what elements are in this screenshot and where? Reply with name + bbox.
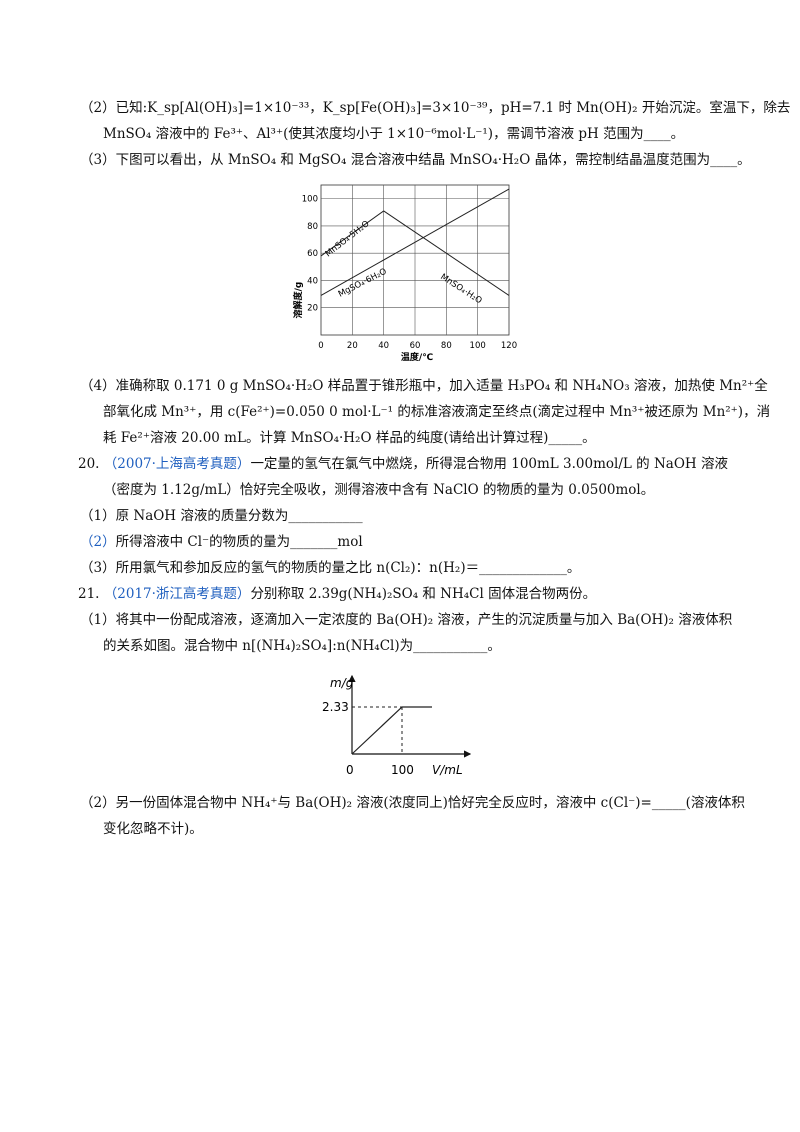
- solubility-xtick: 0: [318, 341, 323, 351]
- q20-sub2: （2）所得溶液中 Cl⁻的物质的量为_______mol: [80, 533, 363, 551]
- solubility-ytick: 20: [307, 304, 318, 314]
- solubility-ytick: 100: [302, 195, 318, 205]
- q4-line3: 耗 Fe²⁺溶液 20.00 mL。计算 MnSO₄·H₂O 样品的纯度(请给出…: [103, 430, 596, 446]
- precipitate-xlabel: V/mL: [432, 763, 463, 777]
- q21-sub2-line1: （2）另一份固体混合物中 NH₄⁺与 Ba(OH)₂ 溶液(浓度同上)恰好完全反…: [80, 795, 745, 811]
- solubility-xtick: 60: [410, 341, 421, 351]
- precipitate-xtick-100: 100: [391, 763, 414, 777]
- solubility-ticks: 20 40 60 80 100 0 20 40 60 80 100 120: [302, 195, 517, 351]
- q21-number: 21.: [78, 586, 100, 602]
- solubility-curves: [320, 188, 510, 296]
- q2-line2: MnSO₄ 溶液中的 Fe³⁺、Al³⁺(使其浓度均小于 1×10⁻⁶mol·L…: [103, 126, 685, 142]
- solubility-xtick: 120: [501, 341, 517, 351]
- solubility-xtick: 80: [441, 341, 452, 351]
- solubility-ytick: 60: [307, 249, 318, 259]
- precipitate-xtick-0: 0: [346, 763, 354, 777]
- precipitate-series: [351, 706, 432, 755]
- q21-sub1-line2: 的关系如图。混合物中 n[(NH₄)₂SO₄]:n(NH₄Cl)为_______…: [103, 638, 501, 654]
- q20-number: 20.: [78, 456, 100, 472]
- q4-line2: 部氧化成 Mn³⁺，用 c(Fe²⁺)=0.050 0 mol·L⁻¹ 的标准溶…: [103, 404, 771, 420]
- precipitate-curve: [351, 706, 432, 755]
- q20-stem: 一定量的氢气在氯气中燃烧，所得混合物用 100mL 3.00mol/L 的 Na…: [250, 456, 728, 472]
- solubility-series-0: [320, 210, 384, 257]
- precipitate-ylabel: m/g: [330, 676, 354, 690]
- curve-label-mnso4-h2o: MnSO₄·H₂O: [438, 272, 483, 306]
- q20-sub1: （1）原 NaOH 溶液的质量分数为___________: [80, 508, 363, 524]
- solubility-ylabel: 溶解度/g: [292, 282, 304, 319]
- q21-source-link[interactable]: （2017·浙江高考真题）: [103, 586, 251, 602]
- solubility-series-2: [320, 188, 510, 296]
- q20-sub2-text: 所得溶液中 Cl⁻的物质的量为_______mol: [115, 534, 363, 550]
- q3-line1: （3）下图可以看出，从 MnSO₄ 和 MgSO₄ 混合溶液中结晶 MnSO₄·…: [80, 152, 751, 168]
- solubility-xtick: 100: [470, 341, 486, 351]
- solubility-xtick: 40: [378, 341, 389, 351]
- q20-line2: （密度为 1.12g/mL）恰好完全吸收，测得溶液中含有 NaClO 的物质的量…: [103, 482, 655, 498]
- q21-line1: 21. （2017·浙江高考真题）分别称取 2.39g(NH₄)₂SO₄ 和 N…: [78, 585, 596, 603]
- precipitate-ytick-2.33: 2.33: [322, 700, 349, 714]
- q21-stem: 分别称取 2.39g(NH₄)₂SO₄ 和 NH₄Cl 固体混合物两份。: [250, 586, 597, 602]
- q20-sub2-number: （2）: [80, 534, 116, 550]
- solubility-ytick: 80: [307, 222, 318, 232]
- q20-source-link[interactable]: （2007·上海高考真题）: [103, 456, 251, 472]
- solubility-xtick: 20: [347, 341, 358, 351]
- q2-line1: （2）已知:K_sp[Al(OH)₃]=1×10⁻³³，K_sp[Fe(OH)₃…: [80, 100, 791, 116]
- q20-line1: 20. （2007·上海高考真题）一定量的氢气在氯气中燃烧，所得混合物用 100…: [78, 455, 728, 473]
- solubility-grid: [320, 184, 510, 336]
- q20-sub3: （3）所用氯气和参加反应的氢气的物质的量之比 n(Cl₂)：n(H₂)＝____…: [80, 560, 581, 576]
- q21-sub2-line2: 变化忽略不计)。: [103, 821, 203, 837]
- solubility-xlabel: 温度/℃: [401, 351, 433, 363]
- solubility-ytick: 40: [307, 276, 318, 286]
- solubility-series-1: [383, 210, 510, 296]
- precipitate-chart: m/g 2.33 0 100 V/mL: [322, 674, 472, 777]
- q21-sub1-line1: （1）将其中一份配成溶液，逐滴加入一定浓度的 Ba(OH)₂ 溶液，产生的沉淀质…: [80, 612, 733, 628]
- q4-line1: （4）准确称取 0.171 0 g MnSO₄·H₂O 样品置于锥形瓶中，加入适…: [80, 378, 768, 394]
